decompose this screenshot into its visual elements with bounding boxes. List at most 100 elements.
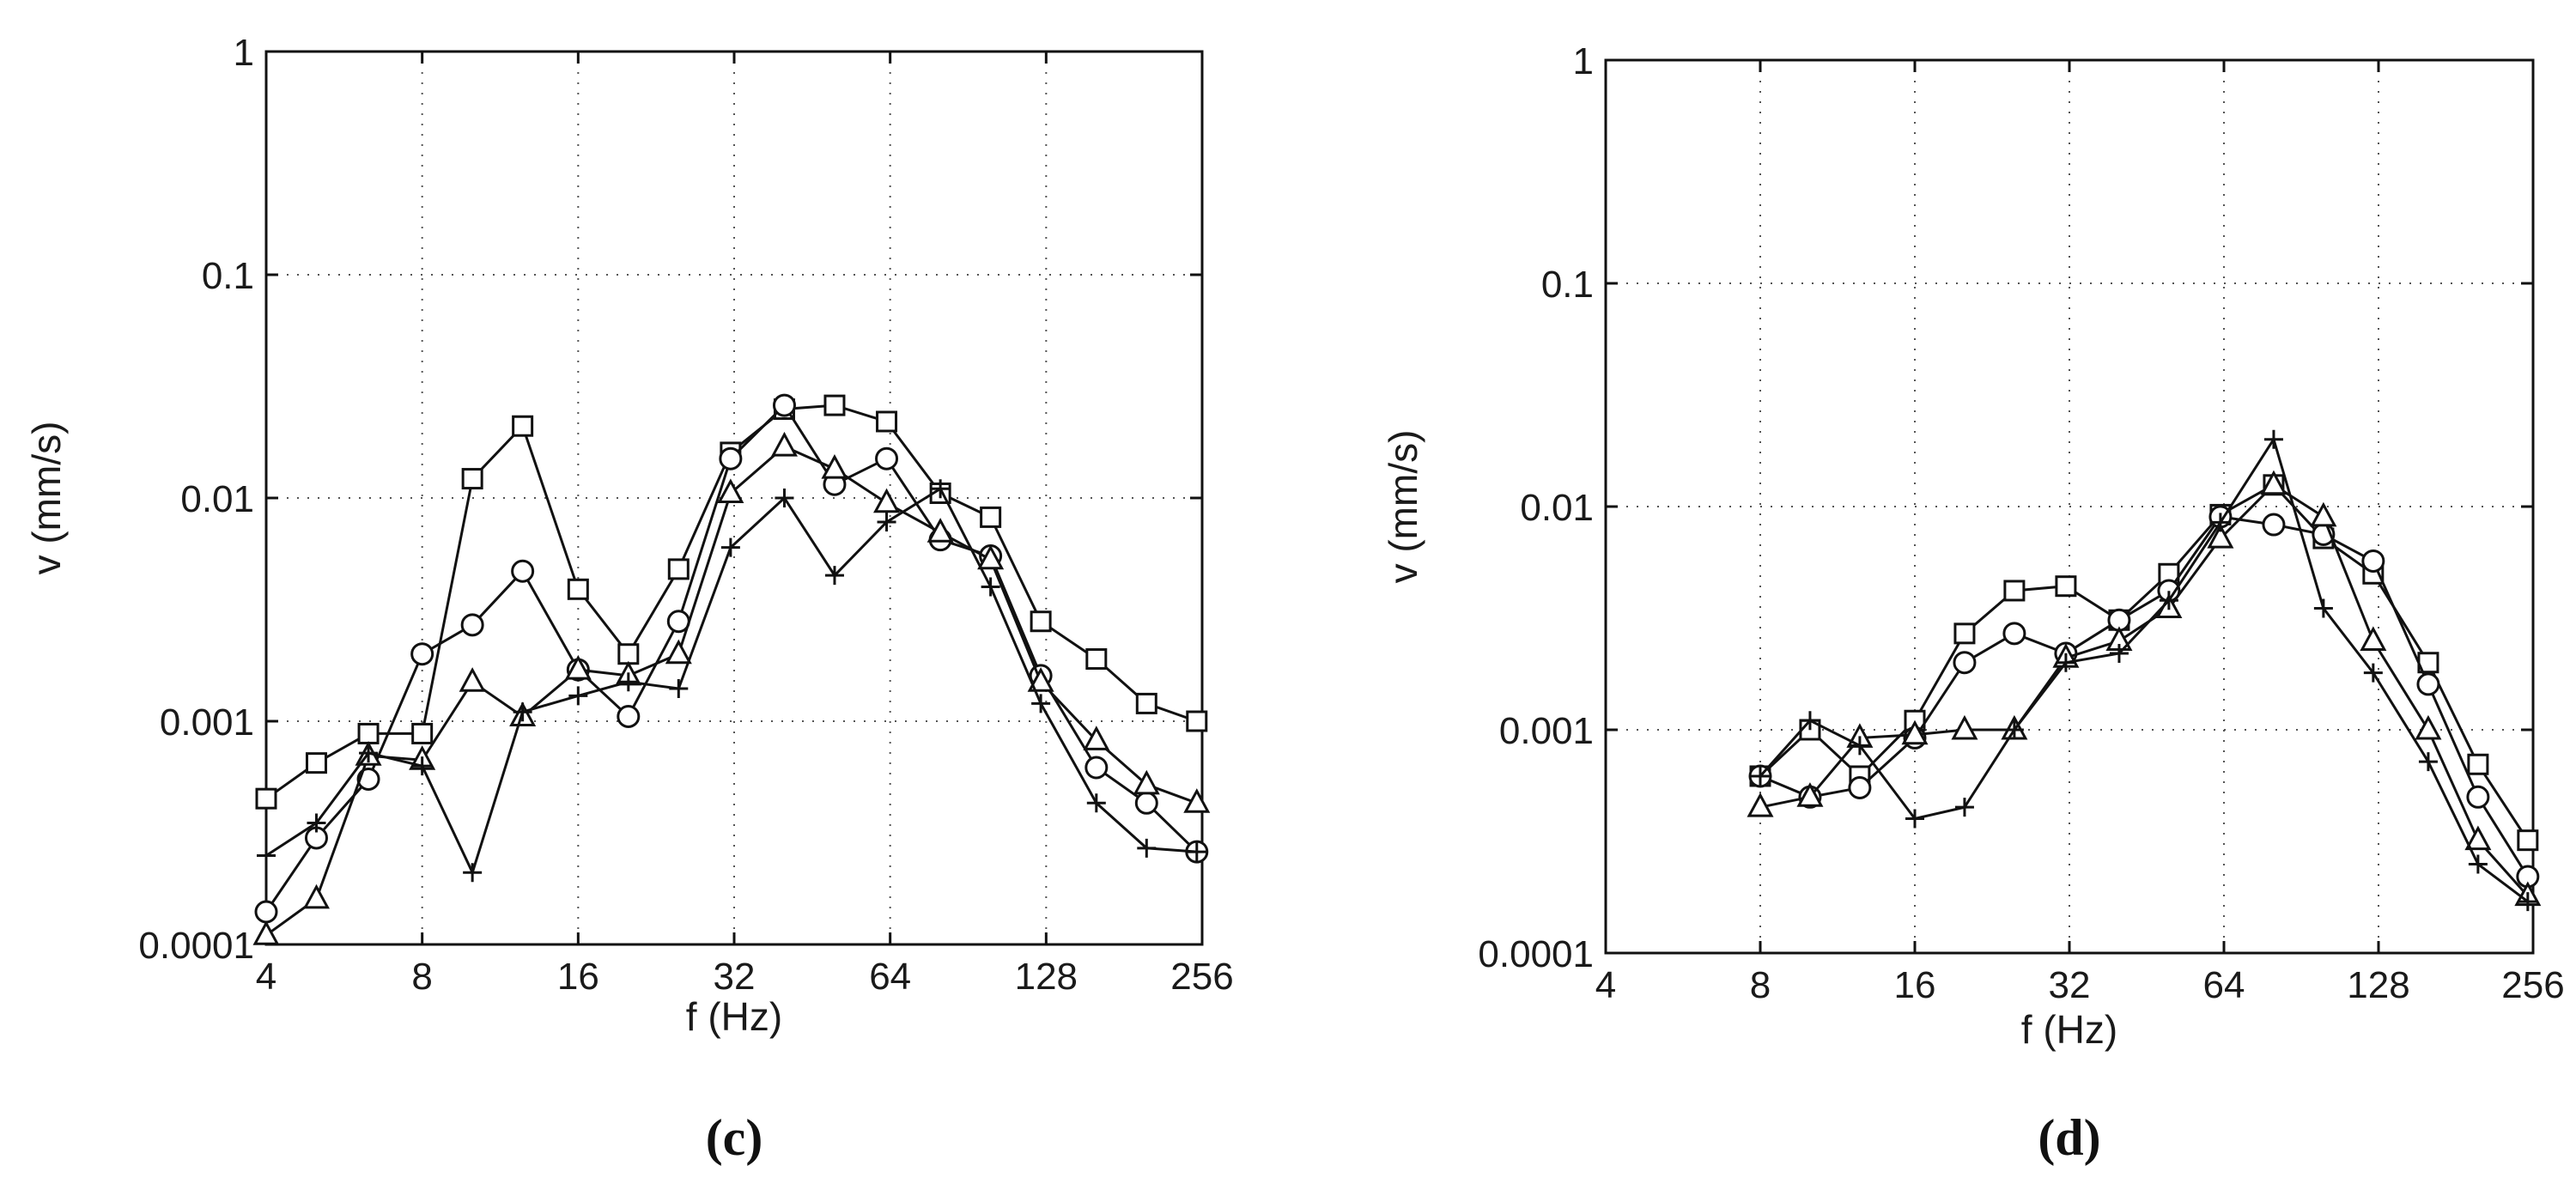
data-point-plus	[2418, 752, 2438, 772]
x-tick-label: 32	[2049, 964, 2091, 1006]
series-triangle	[252, 431, 1211, 945]
y-axis-label: v (mm/s)	[1381, 430, 1425, 584]
data-point-plus	[2363, 663, 2383, 683]
data-point-triangle	[459, 667, 486, 692]
data-point-triangle	[1951, 714, 1978, 740]
data-point-triangle	[1747, 792, 1774, 817]
data-point-plus	[1086, 793, 1106, 813]
x-tick-label: 256	[1170, 956, 1233, 998]
x-tick-label: 32	[714, 956, 756, 998]
data-point-square	[512, 415, 534, 437]
y-tick-label: 1	[1573, 40, 1594, 82]
data-point-plus	[257, 846, 276, 865]
y-axis-label: v (mm/s)	[24, 422, 69, 575]
data-point-triangle	[1183, 788, 1211, 813]
y-tick-label: 0.0001	[138, 925, 254, 967]
x-tick-label: 128	[2347, 964, 2409, 1006]
data-point-square	[1953, 622, 1976, 645]
series-plus	[1751, 429, 2537, 912]
data-point-plus	[2468, 854, 2488, 874]
data-point-square	[2003, 580, 2026, 602]
x-tick-label: 256	[2501, 964, 2564, 1006]
data-point-triangle	[873, 488, 901, 513]
data-point-plus	[359, 744, 379, 763]
data-point-circle	[410, 642, 434, 666]
data-point-triangle	[2310, 501, 2337, 527]
data-point-circle	[2361, 549, 2385, 573]
data-point-plus	[1905, 809, 1924, 829]
data-point-triangle	[1083, 726, 1110, 750]
data-point-triangle	[1796, 782, 1824, 807]
data-point-plus	[877, 513, 896, 532]
data-point-circle	[1953, 651, 1977, 675]
y-tick-label: 0.001	[160, 701, 254, 744]
data-point-circle	[875, 446, 899, 471]
data-point-triangle	[2207, 523, 2234, 549]
data-point-triangle	[2464, 825, 2492, 851]
data-point-plus	[2004, 720, 2024, 739]
x-axis-label: f (Hz)	[2021, 1007, 2117, 1052]
data-point-plus	[2056, 653, 2075, 672]
data-point-plus	[618, 672, 638, 692]
y-tick-label: 0.1	[202, 255, 254, 297]
data-point-triangle	[1133, 769, 1160, 795]
data-point-circle	[2416, 672, 2440, 696]
data-point-square	[1030, 610, 1052, 633]
x-tick-label: 8	[1750, 964, 1771, 1006]
data-point-plus	[463, 863, 483, 883]
data-point-triangle	[564, 654, 592, 680]
data-point-circle	[2262, 513, 2286, 537]
data-point-plus	[775, 489, 794, 507]
data-point-plus	[669, 679, 689, 699]
data-point-square	[411, 722, 434, 744]
data-point-plus	[981, 577, 1000, 597]
data-point-square	[567, 578, 589, 600]
data-point-plus	[412, 756, 432, 776]
data-point-circle	[617, 704, 641, 728]
x-tick-label: 64	[869, 956, 911, 998]
data-point-triangle	[665, 639, 692, 665]
data-point-plus	[931, 479, 951, 499]
y-tick-label: 0.01	[180, 478, 254, 520]
chart-panel-c: 4 8 16 32 64 128 256 0.0001 0.001 0.01 0.1 1 f (Hz) v…	[24, 32, 1234, 1166]
data-point-plus	[307, 813, 326, 833]
data-point-circle	[772, 393, 796, 417]
data-point-circle	[1134, 791, 1158, 815]
y-tick-label: 0.0001	[1478, 933, 1594, 975]
data-point-square	[2517, 829, 2539, 852]
data-point-square	[823, 394, 846, 416]
data-point-plus	[1954, 798, 1974, 817]
data-point-plus	[2159, 591, 2178, 610]
data-point-square	[667, 558, 690, 580]
data-point-plus	[2210, 513, 2230, 532]
data-point-circle	[356, 768, 380, 792]
y-tick-label: 0.001	[1499, 710, 1594, 752]
series-line-triangle	[1759, 483, 2529, 897]
data-point-circle	[1084, 756, 1109, 780]
x-tick-label: 128	[1015, 956, 1078, 998]
data-point-plus	[1031, 694, 1051, 713]
data-point-triangle	[927, 518, 954, 543]
series-line-plus	[1759, 436, 2529, 903]
chart-panel-d: 4 8 16 32 64 128 256 0.0001 0.001 0.01 0.1 1 f (Hz) v…	[1381, 40, 2565, 1166]
data-point-square	[2467, 753, 2489, 775]
data-point-circle	[2466, 785, 2490, 809]
data-point-square	[357, 722, 380, 744]
x-tick-label: 8	[411, 956, 432, 998]
series-circle	[254, 393, 1209, 924]
series-line-circle	[1759, 515, 2530, 877]
data-point-plus	[720, 537, 740, 557]
data-point-triangle	[252, 920, 280, 945]
y-tick-label: 0.01	[1520, 487, 1594, 529]
y-tick-label: 1	[234, 32, 254, 74]
data-point-plus	[1800, 711, 1820, 731]
data-point-plus	[2518, 892, 2537, 912]
data-point-triangle	[2360, 626, 2387, 652]
data-point-square	[617, 643, 640, 665]
data-point-triangle	[977, 544, 1005, 570]
data-point-triangle	[821, 453, 848, 479]
data-point-plus	[2313, 598, 2333, 618]
x-tick-label: 4	[256, 956, 276, 998]
x-axis-label: f (Hz)	[686, 994, 782, 1039]
